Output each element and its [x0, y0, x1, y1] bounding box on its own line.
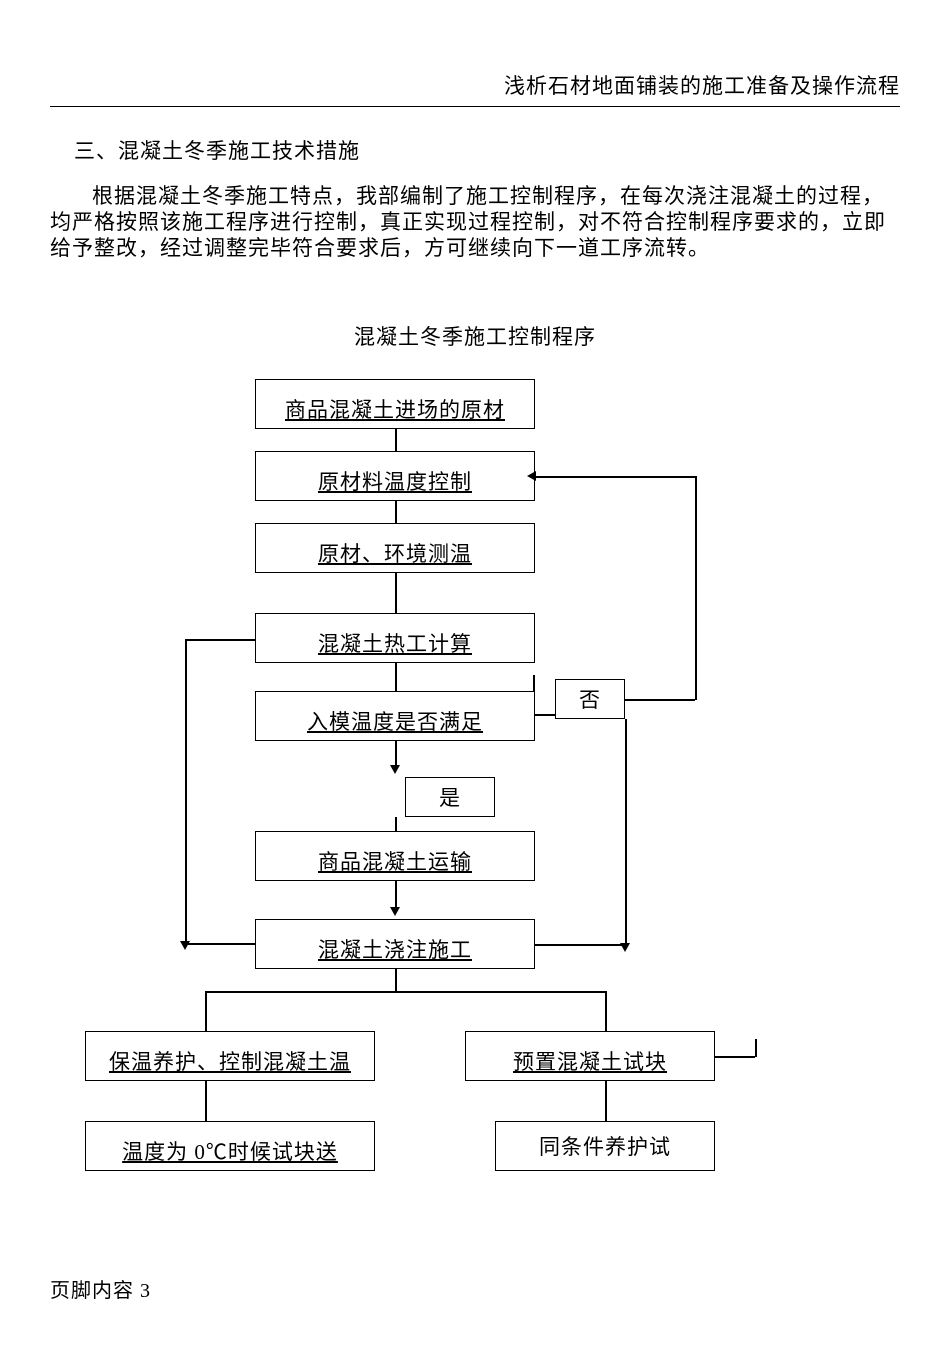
- flow-connector: [185, 639, 187, 943]
- flow-connector: [625, 719, 627, 945]
- flow-connector: [205, 1081, 207, 1121]
- flow-node-raw-material: 商品混凝土进场的原材: [255, 379, 535, 429]
- flow-label-yes: 是: [405, 777, 495, 817]
- flow-connector: [605, 1081, 607, 1121]
- flow-connector: [605, 991, 607, 1031]
- arrow-icon: [527, 471, 536, 481]
- flow-connector: [395, 881, 397, 909]
- flow-node-curing: 保温养护、控制混凝土温: [85, 1031, 375, 1081]
- flow-connector: [715, 1056, 755, 1058]
- flow-connector: [395, 573, 397, 613]
- flow-connector: [205, 991, 605, 993]
- page-footer: 页脚内容 3: [50, 1274, 151, 1303]
- section-heading: 三、混凝土冬季施工技术措施: [74, 135, 900, 165]
- flow-node-pouring: 混凝土浇注施工: [255, 919, 535, 969]
- flow-connector: [395, 969, 397, 991]
- flow-connector: [395, 429, 397, 451]
- diagram-title: 混凝土冬季施工控制程序: [50, 321, 900, 351]
- flow-node-temp-control: 原材料温度控制: [255, 451, 535, 501]
- flow-connector: [535, 714, 555, 716]
- flow-node-zero-temp: 温度为 0℃时候试块送: [85, 1121, 375, 1171]
- flow-connector: [205, 991, 207, 1031]
- page-header-title: 浅析石材地面铺装的施工准备及操作流程: [50, 70, 900, 100]
- flow-connector: [185, 943, 255, 945]
- flow-connector: [395, 501, 397, 523]
- flowchart: 商品混凝土进场的原材 原材料温度控制 原材、环境测温 混凝土热工计算 入模温度是…: [65, 379, 885, 1219]
- flow-node-same-condition: 同条件养护试: [495, 1121, 715, 1171]
- flow-connector: [185, 639, 255, 641]
- flow-node-thermal-calc: 混凝土热工计算: [255, 613, 535, 663]
- flow-connector: [395, 741, 397, 767]
- arrow-icon: [390, 765, 400, 774]
- flow-connector: [533, 675, 535, 691]
- flow-connector: [535, 944, 626, 946]
- flow-connector: [695, 476, 697, 700]
- flow-label-no: 否: [555, 679, 625, 719]
- flow-node-decision: 入模温度是否满足: [255, 691, 535, 741]
- flow-node-measure-temp: 原材、环境测温: [255, 523, 535, 573]
- flow-connector: [395, 817, 397, 831]
- flow-node-test-block: 预置混凝土试块: [465, 1031, 715, 1081]
- flow-node-transport: 商品混凝土运输: [255, 831, 535, 881]
- body-paragraph: 根据混凝土冬季施工特点，我部编制了施工控制程序，在每次浇注混凝土的过程，均严格按…: [50, 183, 900, 261]
- arrow-icon: [390, 907, 400, 916]
- flow-connector: [755, 1039, 757, 1057]
- flow-connector: [395, 663, 397, 691]
- flow-connector: [625, 699, 695, 701]
- arrow-icon: [620, 943, 630, 952]
- flow-connector: [535, 476, 696, 478]
- arrow-icon: [180, 941, 190, 950]
